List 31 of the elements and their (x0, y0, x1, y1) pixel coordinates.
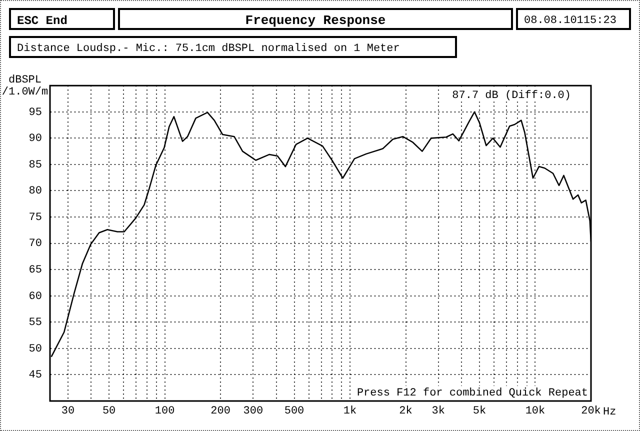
annotation: Press F12 for combined Quick Repeat (356, 387, 588, 400)
x-tick-label: 10k (525, 406, 546, 418)
x-tick-label: 20k (581, 406, 602, 418)
y-tick-label: 50 (28, 343, 42, 356)
text: Distance Loudsp.- Mic.: 75.1cm dBSPL normalised on 1 Meter (9, 36, 457, 58)
y-tick-label: 85 (28, 159, 42, 172)
y-tick-label: 75 (28, 212, 42, 224)
x-tick-label: 1k (343, 406, 358, 418)
y-tick-label: 55 (28, 317, 42, 330)
chart-title: Frequency Response (118, 8, 513, 30)
y-tick-label: 45 (28, 370, 42, 382)
x-tick-label: 100 (154, 406, 175, 418)
text: 08.08.10115:23 (516, 8, 631, 30)
x-tick-label: 500 (284, 406, 304, 418)
x-tick-label: 30 (61, 406, 75, 418)
annotation: 87.7 dB (Diff:0.0) (452, 90, 571, 102)
x-tick-label: 200 (210, 406, 230, 418)
y-tick-label: 70 (28, 238, 42, 250)
x-axis-title: Hz (603, 406, 616, 418)
x-tick-label: 3k (432, 406, 446, 418)
y-tick-label: 80 (28, 186, 42, 198)
y-tick-label: 95 (28, 106, 42, 119)
x-tick-label: 5k (472, 406, 486, 418)
y-tick-label: 65 (28, 264, 42, 276)
y-tick-label: 90 (28, 133, 42, 146)
y-axis-title: dBSPL /1.0W/m (2, 74, 48, 98)
y-tick-label: 60 (28, 290, 42, 303)
x-tick-label: 2k (399, 406, 413, 418)
x-tick-label: 300 (243, 406, 264, 418)
x-tick-label: 50 (102, 406, 116, 418)
text: ESC End (9, 8, 115, 30)
